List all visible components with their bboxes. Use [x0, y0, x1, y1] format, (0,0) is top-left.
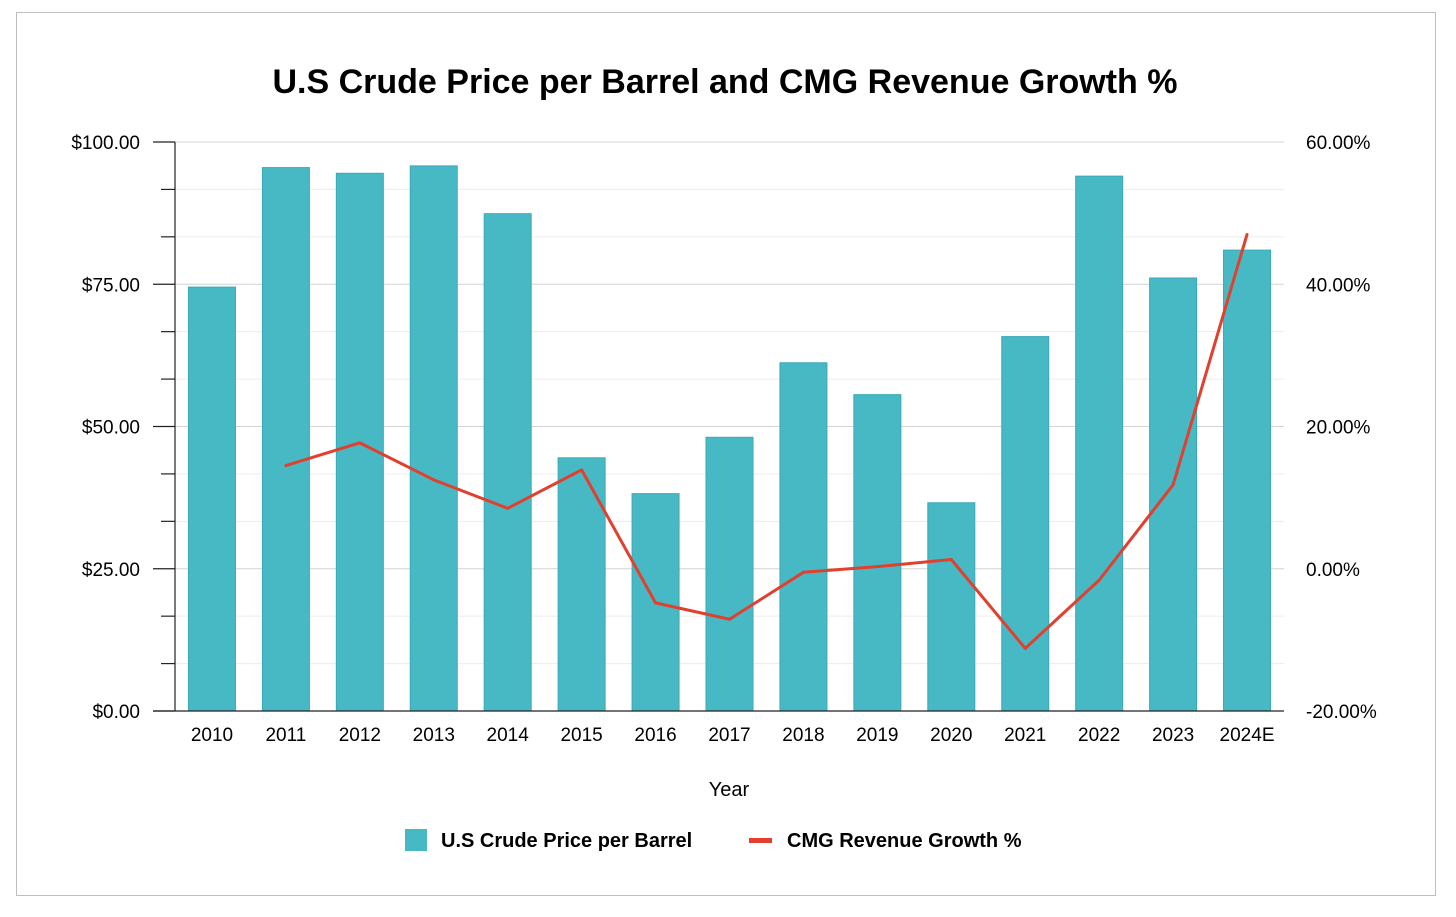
chart-title: U.S Crude Price per Barrel and CMG Reven…: [272, 63, 1177, 101]
y2-tick-label: 0.00%: [1306, 560, 1360, 581]
line-point-2017: [728, 617, 731, 621]
bar-2017: [705, 436, 754, 712]
axes: [153, 141, 1284, 712]
line-series: [284, 232, 1249, 650]
line-point-2024E: [1245, 232, 1249, 236]
line-point-2018: [801, 570, 805, 574]
x-tick-label: 2022: [1078, 725, 1120, 746]
x-axis-ticks: 2010 2011 2012 2013 2014 2015 2016 2017 2018 2019…: [191, 725, 1275, 746]
y-tick-label: $25.00: [82, 560, 140, 581]
bar-2016: [631, 493, 680, 712]
x-tick-label: 2018: [782, 725, 824, 746]
line-point-2020: [949, 558, 953, 562]
bar-2019: [853, 394, 902, 712]
legend-line-label: CMG Revenue Growth %: [787, 830, 1022, 852]
bar-2020: [927, 502, 976, 712]
bar-2013: [409, 165, 458, 712]
legend-line-swatch: [749, 838, 772, 843]
y2-tick-label: 40.00%: [1306, 275, 1371, 296]
x-tick-label: 2024E: [1220, 725, 1275, 746]
x-tick-label: 2010: [191, 725, 233, 746]
line-point-2021: [1023, 646, 1027, 650]
line-point-2011: [284, 464, 288, 468]
x-tick-label: 2011: [265, 725, 306, 746]
bar-2010: [187, 286, 236, 712]
x-tick-label: 2013: [413, 725, 455, 746]
line-point-2014: [506, 506, 510, 510]
bar-2024E: [1223, 249, 1272, 712]
line-point-2012: [358, 441, 362, 445]
bar-2018: [779, 362, 828, 712]
x-tick-label: 2014: [487, 725, 530, 746]
y-tick-label: $0.00: [92, 702, 140, 723]
legend: U.S Crude Price per Barrel CMG Revenue G…: [405, 829, 1022, 852]
line-point-2013: [432, 478, 436, 482]
bar-2022: [1075, 175, 1124, 712]
y2-tick-label: -20.00%: [1306, 702, 1377, 723]
revenue-growth-line: [285, 234, 1249, 650]
x-tick-label: 2017: [708, 725, 750, 746]
bar-2015: [557, 457, 606, 712]
bar-2023: [1149, 277, 1198, 712]
legend-bar-label: U.S Crude Price per Barrel: [441, 830, 692, 852]
y-tick-label: $100.00: [71, 133, 140, 154]
y2-axis-ticks: -20.00% 0.00% 20.00% 40.00% 60.00%: [1306, 133, 1377, 723]
line-point-2022: [1097, 578, 1101, 582]
bar-2011: [261, 167, 310, 712]
y-axis-ticks: $0.00 $25.00 $50.00 $75.00 $100.00: [71, 133, 140, 723]
x-tick-label: 2016: [634, 725, 676, 746]
y-tick-label: $75.00: [82, 275, 140, 296]
x-tick-label: 2023: [1152, 725, 1194, 746]
x-tick-label: 2012: [339, 725, 381, 746]
y2-tick-label: 60.00%: [1306, 133, 1371, 154]
x-tick-label: 2015: [560, 725, 602, 746]
line-point-2019: [875, 565, 879, 569]
legend-bar-swatch: [405, 829, 427, 851]
x-tick-label: 2021: [1004, 725, 1046, 746]
line-point-2023: [1171, 483, 1175, 487]
x-tick-label: 2020: [930, 725, 972, 746]
y-tick-label: $50.00: [82, 418, 140, 439]
x-axis-title: Year: [709, 779, 750, 801]
bar-series: [187, 165, 1272, 712]
bar-2021: [1001, 336, 1050, 712]
bar-2014: [483, 213, 532, 712]
line-point-2016: [654, 601, 658, 605]
x-tick-label: 2019: [856, 725, 898, 746]
line-point-2015: [580, 468, 584, 472]
y2-tick-label: 20.00%: [1306, 418, 1371, 439]
